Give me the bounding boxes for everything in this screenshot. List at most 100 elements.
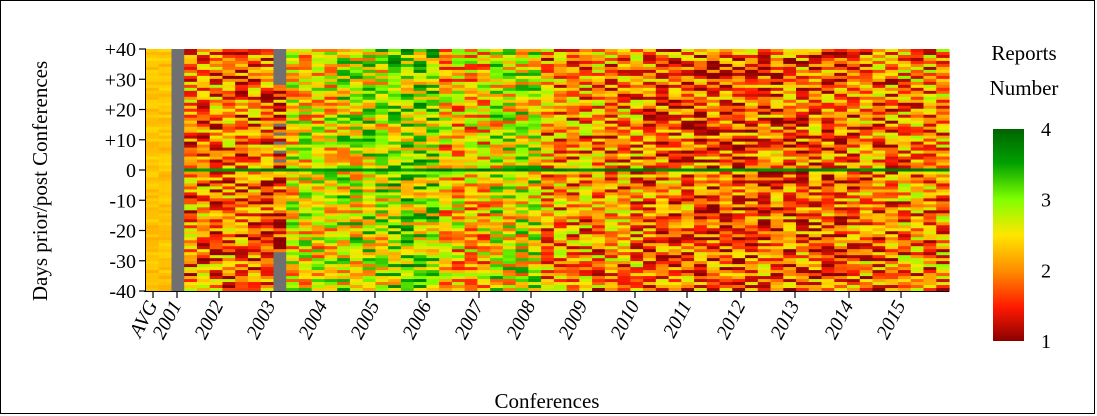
- heatmap-cell: [247, 186, 262, 191]
- heatmap-cell: [553, 54, 568, 59]
- heatmap-cell: [796, 75, 810, 80]
- heatmap-cell: [732, 84, 746, 89]
- heatmap-cell: [706, 198, 721, 202]
- heatmap-cell: [643, 180, 657, 185]
- heatmap-cell: [617, 171, 631, 176]
- heatmap-cell: [694, 243, 708, 247]
- heatmap-cell: [783, 108, 797, 113]
- heatmap-cell: [630, 189, 644, 194]
- heatmap-cell: [337, 72, 351, 77]
- heatmap-cell: [362, 219, 377, 223]
- heatmap-cell: [184, 69, 198, 74]
- heatmap-cell: [235, 234, 249, 238]
- heatmap-cell: [388, 279, 402, 283]
- heatmap-cell: [719, 201, 733, 205]
- heatmap-cell: [694, 141, 708, 146]
- heatmap-cell: [324, 267, 338, 271]
- heatmap-cell: [541, 120, 555, 125]
- heatmap-cell: [298, 75, 313, 80]
- heatmap-cell: [681, 168, 695, 173]
- heatmap-cell: [834, 270, 848, 274]
- heatmap-cell: [885, 279, 899, 283]
- heatmap-cell: [643, 183, 657, 188]
- heatmap-cell: [694, 180, 708, 185]
- heatmap-cell: [490, 147, 504, 152]
- heatmap-cell: [451, 171, 466, 176]
- heatmap-cell: [770, 216, 784, 220]
- heatmap-cell: [604, 237, 619, 241]
- heatmap-cell: [426, 81, 440, 86]
- heatmap-cell: [260, 240, 275, 244]
- heatmap-cell: [477, 165, 491, 170]
- heatmap-cell: [528, 258, 542, 262]
- heatmap-cell: [273, 201, 287, 205]
- heatmap-cell: [745, 135, 759, 140]
- heatmap-cell: [592, 150, 606, 155]
- heatmap-cell: [528, 132, 542, 137]
- heatmap-cell: [426, 72, 440, 77]
- heatmap-cell: [464, 99, 478, 104]
- heatmap-cell: [400, 228, 415, 232]
- heatmap-cell: [694, 222, 708, 226]
- heatmap-cell: [337, 249, 351, 253]
- heatmap-cell: [898, 228, 912, 232]
- heatmap-cell: [655, 51, 670, 56]
- heatmap-cell: [847, 120, 861, 125]
- heatmap-cell: [541, 144, 555, 149]
- heatmap-cell: [655, 183, 670, 188]
- heatmap-cell: [541, 252, 555, 256]
- heatmap-cell: [439, 282, 453, 286]
- heatmap-cell: [502, 72, 517, 77]
- heatmap-cell: [592, 102, 606, 107]
- heatmap-cell: [388, 195, 402, 199]
- heatmap-cell: [553, 222, 568, 226]
- heatmap-cell: [222, 270, 236, 274]
- heatmap-cell: [477, 72, 491, 77]
- heatmap-cell: [247, 267, 262, 271]
- heatmap-cell: [745, 201, 759, 205]
- heatmap-cell: [745, 261, 759, 265]
- heatmap-cell: [502, 123, 517, 128]
- heatmap-cell: [923, 213, 937, 217]
- heatmap-cell: [834, 210, 848, 214]
- heatmap-cell: [783, 153, 797, 158]
- heatmap-cell: [502, 117, 517, 122]
- heatmap-cell: [196, 156, 211, 161]
- heatmap-cell: [668, 99, 682, 104]
- heatmap-cell: [681, 84, 695, 89]
- heatmap-cell: [209, 234, 224, 238]
- heatmap-cell: [515, 267, 529, 271]
- heatmap-cell: [502, 87, 517, 92]
- heatmap-cell: [617, 150, 631, 155]
- heatmap-cell: [885, 249, 899, 253]
- heatmap-cell: [719, 243, 733, 247]
- heatmap-cell: [910, 141, 925, 146]
- heatmap-cell: [464, 108, 478, 113]
- heatmap-cell: [694, 207, 708, 211]
- heatmap-cell: [796, 288, 810, 292]
- heatmap-cell: [681, 126, 695, 131]
- heatmap-cell: [706, 60, 721, 65]
- heatmap-cell: [923, 207, 937, 211]
- heatmap-cell: [464, 174, 478, 179]
- heatmap-cell: [757, 132, 772, 137]
- heatmap-cell: [464, 117, 478, 122]
- heatmap-cell: [311, 240, 326, 244]
- heatmap-cell: [681, 51, 695, 56]
- heatmap-cell: [745, 282, 759, 286]
- heatmap-cell: [247, 60, 262, 65]
- heatmap-cell: [541, 66, 555, 71]
- heatmap-cell: [655, 54, 670, 59]
- heatmap-cell: [592, 111, 606, 116]
- heatmap-cell: [668, 258, 682, 262]
- heatmap-cell: [898, 186, 912, 191]
- heatmap-cell: [146, 174, 160, 179]
- heatmap-cell: [796, 243, 810, 247]
- heatmap-cell: [847, 192, 861, 196]
- heatmap-cell: [668, 183, 682, 188]
- heatmap-cell: [553, 93, 568, 98]
- heatmap-cell: [668, 63, 682, 68]
- heatmap-cell: [643, 54, 657, 59]
- heatmap-cell: [553, 285, 568, 289]
- heatmap-cell: [222, 51, 236, 56]
